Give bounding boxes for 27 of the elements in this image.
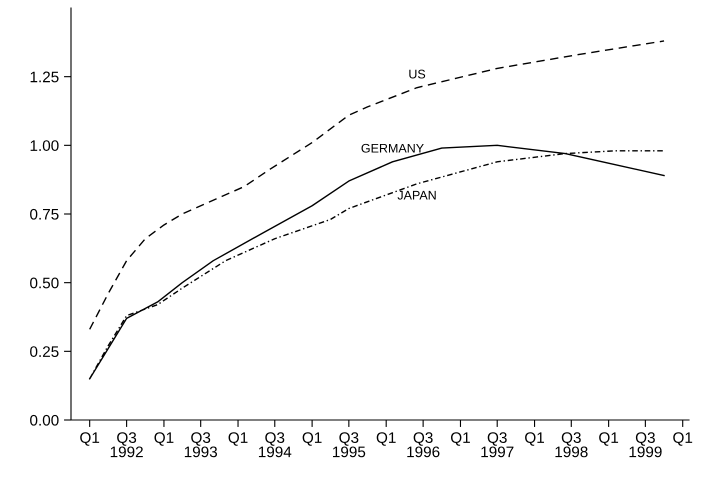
y-tick-label: 0.25: [30, 346, 59, 358]
x-tick-label: Q1: [599, 432, 618, 446]
x-tick-label: Q3 1998: [555, 432, 588, 458]
x-tick-label: Q3 1999: [630, 432, 662, 458]
series-label: GERMANY: [362, 144, 424, 153]
x-tick-label: Q3 1993: [184, 432, 218, 458]
x-tick-label: Q1: [80, 432, 100, 446]
x-tick-label: Q1: [154, 432, 174, 446]
x-tick-label: Q1: [302, 432, 322, 446]
x-tick-label: Q3 1994: [258, 432, 292, 458]
y-tick-label: 0.00: [30, 414, 59, 426]
y-tick-label: 1.00: [30, 140, 59, 152]
x-tick-label: Q3 1992: [110, 432, 143, 458]
x-tick-label: Q1: [228, 432, 248, 446]
x-tick-label: Q3 1997: [481, 432, 514, 458]
x-tick-label: Q1: [673, 432, 692, 446]
x-tick-label: Q1: [376, 432, 396, 446]
x-tick-label: Q1: [525, 432, 544, 446]
series-label: US: [409, 70, 426, 79]
series-label: JAPAN: [398, 190, 436, 200]
y-tick-label: 0.50: [30, 278, 59, 288]
x-tick-label: Q1: [451, 432, 470, 446]
y-tick-label: 1.25: [30, 72, 59, 82]
line-series: [88, 40, 665, 330]
x-tick-label: Q3 1996: [407, 432, 440, 458]
x-tick-label: Q3 1995: [333, 432, 366, 458]
y-tick-label: 0.75: [30, 208, 59, 220]
